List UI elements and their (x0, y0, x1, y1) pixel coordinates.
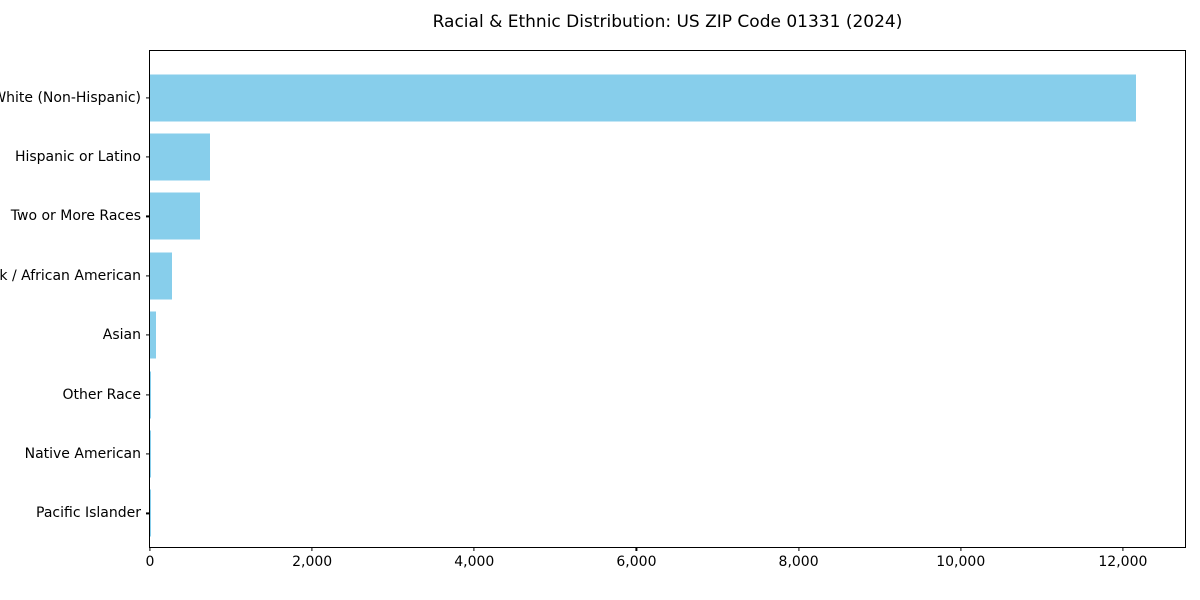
bar-black-african-american (150, 252, 172, 300)
y-tick-label: White (Non-Hispanic) (0, 89, 141, 106)
y-tick-label: Native American (24, 445, 141, 462)
x-tick-mark (635, 547, 638, 551)
bar-asian (150, 311, 156, 359)
bar-two-or-more-races (150, 192, 201, 240)
x-tick-mark (798, 547, 800, 551)
x-tick-mark (149, 547, 151, 551)
y-tick-label: Asian (102, 327, 141, 344)
y-tick-mark (146, 275, 150, 277)
y-tick-label: Hispanic or Latino (14, 149, 141, 166)
y-tick-mark (146, 393, 150, 396)
x-tick-label: 6,000 (616, 554, 657, 570)
y-tick-mark (146, 156, 150, 158)
y-tick-label: Two or More Races (10, 208, 141, 225)
y-tick-label: Pacific Islander (36, 505, 141, 522)
y-tick-mark (146, 334, 150, 336)
y-tick-label: Black / African American (0, 267, 141, 284)
plot-area: White (Non-Hispanic) Hispanic or Latino Tw… (0, 50, 1186, 570)
x-tick-mark (311, 547, 313, 551)
x-tick-mark (960, 547, 962, 551)
y-tick-mark (146, 97, 150, 99)
y-tick-mark (146, 215, 150, 218)
x-tick-label: 2,000 (292, 554, 333, 570)
y-tick-mark (146, 512, 150, 514)
x-tick-label: 8,000 (778, 554, 819, 570)
x-tick-label: 4,000 (454, 554, 495, 570)
x-tick-label: 0 (145, 554, 155, 570)
x-tick-mark (473, 547, 475, 551)
bar-hispanic-or-latino (150, 133, 210, 181)
x-tick-mark (1122, 547, 1124, 551)
x-tick-label: 12,000 (1098, 554, 1148, 570)
chart-title: Racial & Ethnic Distribution: US ZIP Cod… (432, 12, 903, 32)
y-tick-mark (146, 453, 150, 455)
bar-other-race (150, 371, 151, 419)
bar-white-non-hispanic (150, 74, 1136, 122)
y-tick-label: Other Race (62, 386, 141, 403)
x-tick-label: 10,000 (936, 554, 986, 570)
